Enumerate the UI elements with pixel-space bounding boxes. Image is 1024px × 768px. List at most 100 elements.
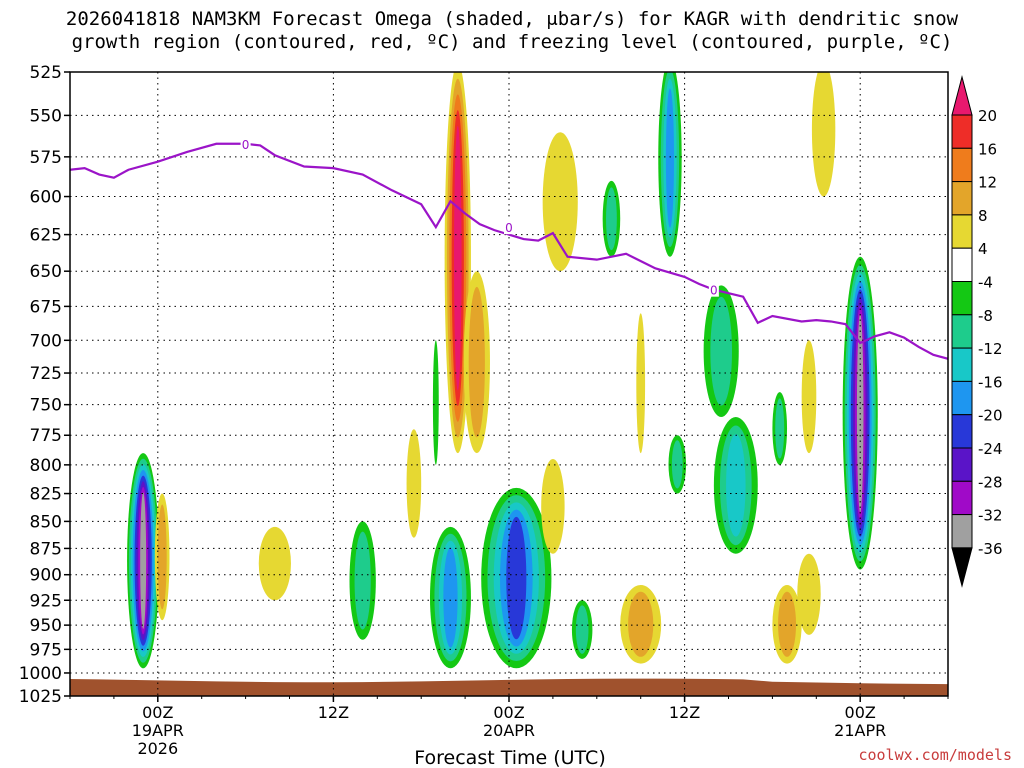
omega-region-5 [432,340,439,465]
omega-contour-0-7 [140,492,147,629]
freezing-label-bg-2 [708,282,719,297]
colorbar-label-1: 16 [978,140,997,158]
colorbar-label-13: -36 [978,540,1003,558]
omega-contour-6-4 [454,125,462,391]
y-tick-label-700: 700 [30,331,62,351]
colorbar-label-2: 12 [978,174,997,192]
omega-region-17 [668,435,687,494]
y-tick-label-950: 950 [30,616,62,636]
colorbar-label-0: 20 [978,107,997,125]
y-tick-label-800: 800 [30,456,62,476]
omega-region-7 [429,526,471,669]
omega-region-18 [703,285,739,418]
omega-region-19 [713,417,758,554]
omega-contour-16-3 [665,88,675,228]
omega-contour-11-0 [541,459,565,554]
y-tick-label-750: 750 [30,396,62,416]
colorbar-label-10: -24 [978,440,1003,458]
credit-label: coolwx.com/models [858,746,1012,764]
omega-region-9 [481,487,552,669]
omega-contour-18-1 [710,296,732,406]
colorbar-swatch-10 [951,414,973,449]
y-tick-label-900: 900 [30,566,62,586]
omega-contour-1-1 [157,504,167,610]
omega-region-14 [620,585,662,664]
colorbar-label-5: -4 [978,274,993,292]
x-tick-label-0-1: 19APR [132,721,184,740]
colorbar-swatch-3 [951,181,973,216]
y-tick-label-525: 525 [30,63,62,83]
chart-title-line-1: 2026041818 NAM3KM Forecast Omega (shaded… [66,8,959,30]
x-tick-label-0-0: 00Z [142,703,173,722]
omega-region-23 [797,553,821,635]
y-tick-label-550: 550 [30,106,62,126]
x-tick-label-24-0: 00Z [493,703,524,722]
y-tick-label-1000: 1000 [19,664,62,684]
colorbar-swatch-13 [951,514,973,549]
omega-contour-2-0 [258,526,291,601]
colorbar: 20 16 12 8 4 -4 -8 -12 -16 -20 -24 -28 -32 -36 [951,75,1003,588]
omega-region-12 [571,600,593,659]
y-tick-label-675: 675 [30,297,62,317]
omega-region-0 [127,453,160,669]
omega-region-24 [811,72,836,197]
omega-contour-23-0 [797,553,821,635]
omega-region-8 [463,271,490,454]
x-tick-label-36-0: 12Z [669,703,700,722]
freezing-level-label-0: 0 [242,138,250,152]
gridlines [70,71,948,697]
omega-contour-8-1 [468,286,485,438]
colorbar-swatch-8 [951,347,973,382]
y-tick-label-600: 600 [30,188,62,208]
x-axis-title: Forecast Time (UTC) [414,747,605,768]
colorbar-swatch-5 [951,247,973,282]
chart-title-line-2: growth region (contoured, red, ºC) and f… [72,31,953,53]
omega-shading [127,72,878,669]
omega-region-13 [602,180,621,257]
omega-contour-7-3 [443,547,458,648]
x-tick-label-48-0: 00Z [845,703,876,722]
omega-region-16 [658,72,682,257]
colorbar-swatch-6 [951,281,973,316]
y-tick-label-825: 825 [30,485,62,505]
colorbar-label-3: 8 [978,207,988,225]
colorbar-swatch-12 [951,480,973,516]
colorbar-swatch-4 [951,214,973,249]
omega-region-22 [801,340,817,454]
colorbar-label-4: 4 [978,240,988,258]
x-tick-label-0-2: 2026 [137,739,178,758]
y-tick-label-775: 775 [30,426,62,446]
omega-contour-19-2 [726,434,746,537]
x-tick-label-48-1: 21APR [834,721,886,740]
omega-contour-17-1 [671,440,683,489]
colorbar-label-12: -32 [978,507,1003,525]
omega-region-1 [154,493,170,621]
omega-contour-20-1 [778,591,797,657]
omega-contour-15-0 [636,313,646,454]
y-axis: 525 550 575 600 625 650 675 700 725 750 775 800 825 8… [19,63,70,707]
colorbar-swatch-11 [951,447,973,482]
colorbar-swatch-2 [951,147,973,183]
y-tick-label-1025: 1025 [19,687,62,707]
colorbar-label-11: -28 [978,473,1003,491]
omega-contour-22-0 [801,340,817,454]
freezing-label-bg-0 [240,136,251,151]
colorbar-label-6: -8 [978,307,993,325]
omega-contour-4-0 [406,429,422,538]
colorbar-swatch-14 [951,547,973,588]
y-tick-label-875: 875 [30,539,62,559]
omega-region-11 [541,459,565,554]
omega-contour-5-0 [432,340,439,465]
y-tick-label-725: 725 [30,364,62,384]
x-tick-label-24-1: 20APR [483,721,535,740]
omega-contour-13-1 [606,187,617,251]
y-tick-label-650: 650 [30,262,62,282]
freezing-label-bg-1 [504,220,514,235]
ground-layer [70,678,948,696]
colorbar-swatch-7 [951,314,973,349]
y-tick-label-975: 975 [30,640,62,660]
y-tick-label-925: 925 [30,591,62,611]
omega-region-4 [406,429,422,538]
